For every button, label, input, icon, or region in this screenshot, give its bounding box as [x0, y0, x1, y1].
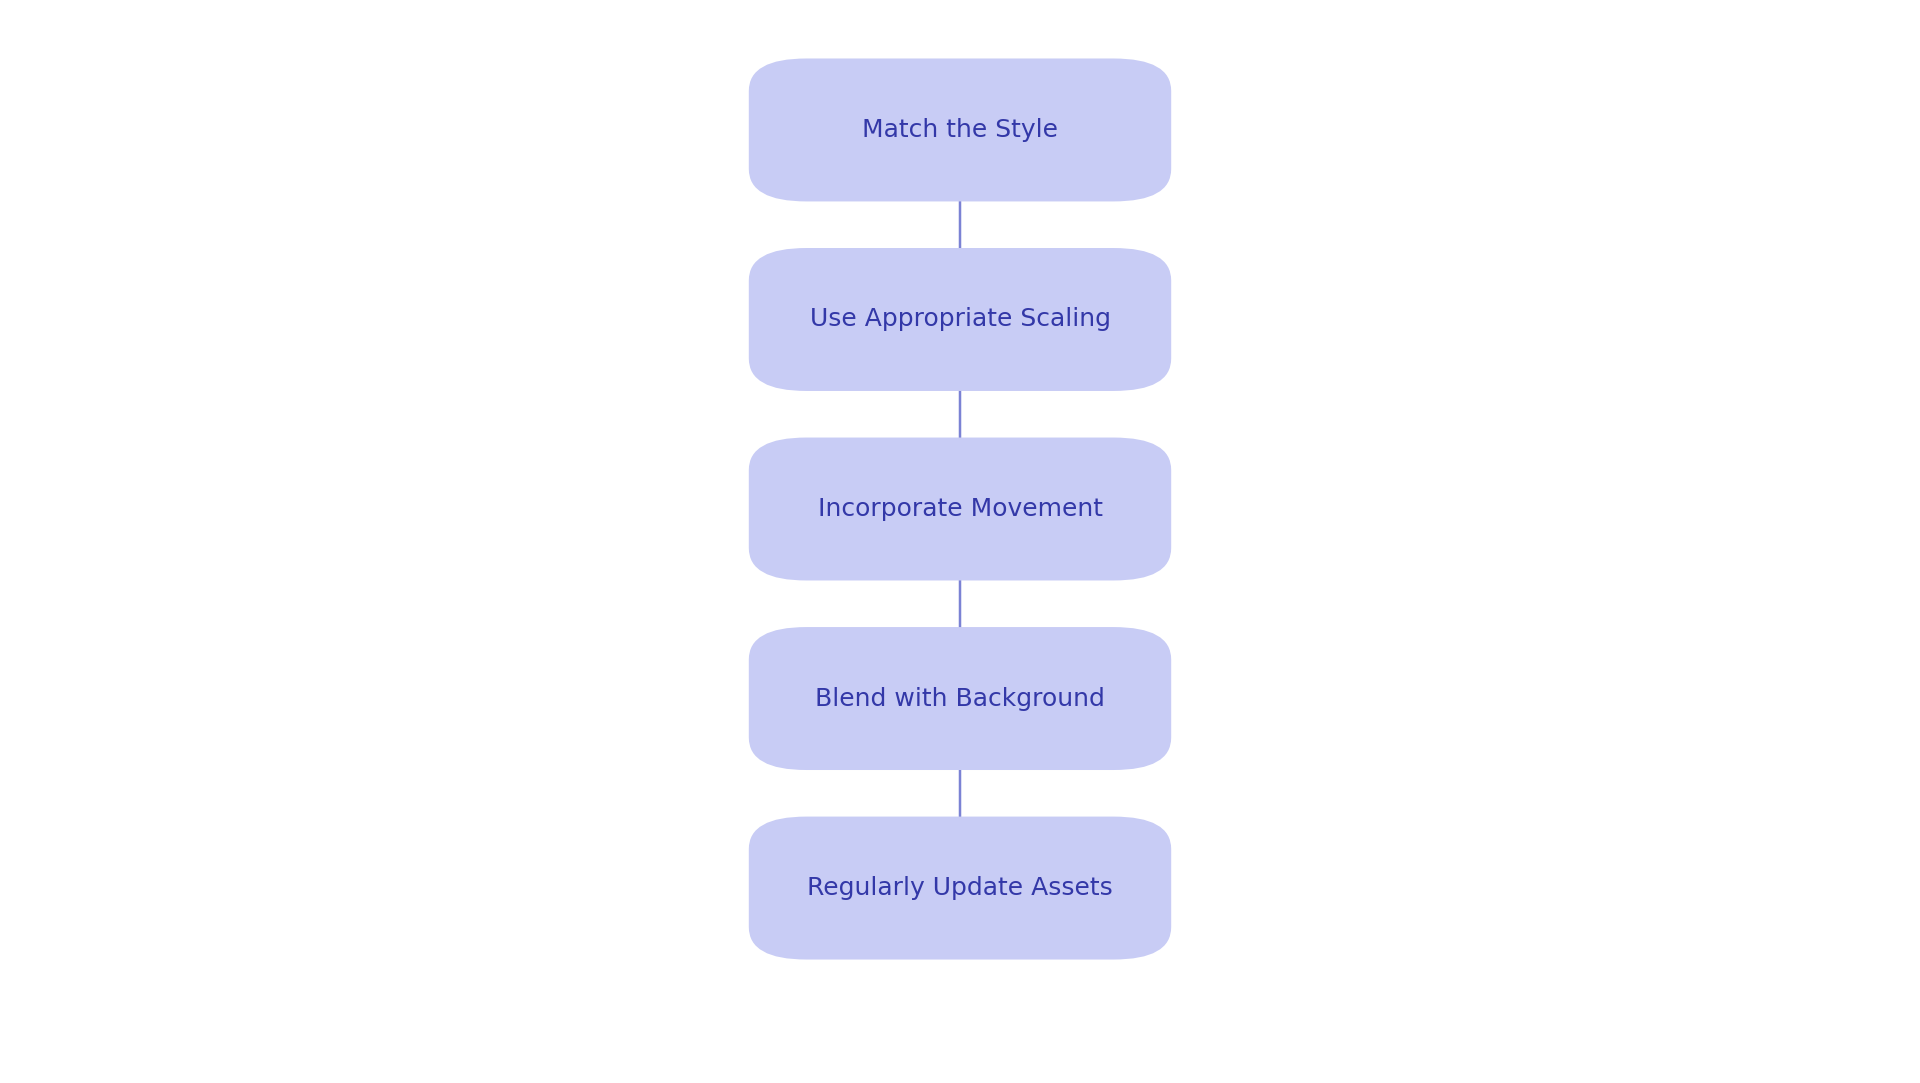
FancyBboxPatch shape — [749, 58, 1171, 201]
Text: Incorporate Movement: Incorporate Movement — [818, 497, 1102, 521]
Text: Use Appropriate Scaling: Use Appropriate Scaling — [810, 308, 1110, 331]
Text: Match the Style: Match the Style — [862, 118, 1058, 142]
Text: Regularly Update Assets: Regularly Update Assets — [806, 876, 1114, 900]
FancyBboxPatch shape — [749, 248, 1171, 391]
FancyBboxPatch shape — [749, 627, 1171, 770]
FancyBboxPatch shape — [749, 438, 1171, 580]
Text: Blend with Background: Blend with Background — [816, 687, 1104, 710]
FancyBboxPatch shape — [749, 817, 1171, 960]
